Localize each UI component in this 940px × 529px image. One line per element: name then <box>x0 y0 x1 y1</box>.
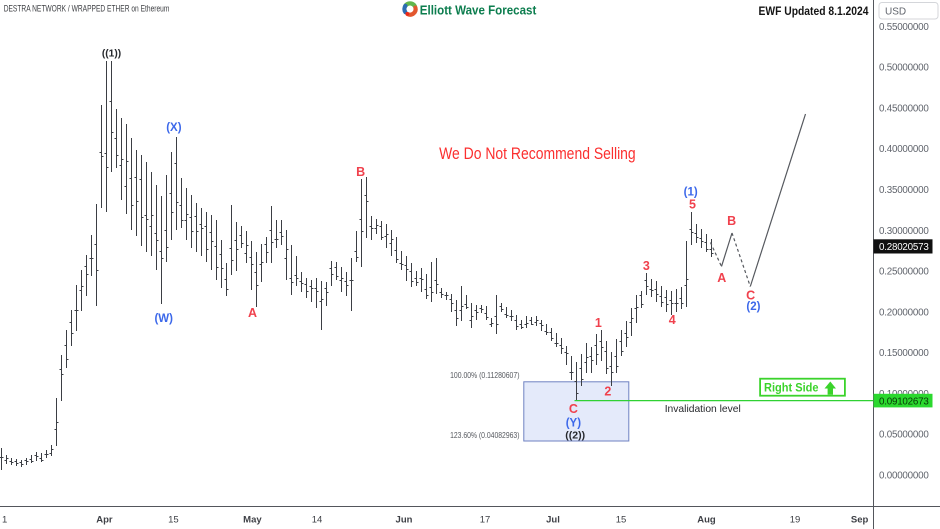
svg-text:B: B <box>727 214 736 228</box>
svg-text:0.30000000: 0.30000000 <box>879 226 929 237</box>
svg-text:(Y): (Y) <box>566 418 582 430</box>
svg-text:1: 1 <box>2 515 7 526</box>
svg-text:Elliott Wave Forecast: Elliott Wave Forecast <box>420 3 537 18</box>
svg-text:0.35000000: 0.35000000 <box>879 185 929 196</box>
svg-text:((2)): ((2)) <box>565 430 585 442</box>
svg-text:0.00000000: 0.00000000 <box>879 470 929 481</box>
svg-text:3: 3 <box>643 259 650 273</box>
svg-text:0.45000000: 0.45000000 <box>879 103 929 114</box>
svg-text:A: A <box>717 271 726 285</box>
svg-text:15: 15 <box>616 515 627 526</box>
svg-text:((1)): ((1)) <box>102 48 121 59</box>
svg-text:14: 14 <box>312 515 323 526</box>
svg-text:15: 15 <box>168 515 179 526</box>
svg-text:0.15000000: 0.15000000 <box>879 348 929 359</box>
svg-text:(W): (W) <box>154 313 173 325</box>
svg-text:C: C <box>746 289 755 303</box>
svg-text:123.60% (0.04082963): 123.60% (0.04082963) <box>450 430 520 440</box>
svg-text:May: May <box>243 515 262 526</box>
svg-text:Sep: Sep <box>851 515 869 526</box>
svg-text:4: 4 <box>669 313 676 327</box>
svg-text:Aug: Aug <box>697 515 716 526</box>
svg-text:17: 17 <box>480 515 491 526</box>
svg-text:0.25000000: 0.25000000 <box>879 267 929 278</box>
svg-text:Apr: Apr <box>96 515 113 526</box>
svg-text:100.00% (0.11280607): 100.00% (0.11280607) <box>450 370 520 380</box>
svg-text:DESTRA NETWORK / WRAPPED ETHER: DESTRA NETWORK / WRAPPED ETHER on Ethere… <box>4 3 170 13</box>
svg-text:0.05000000: 0.05000000 <box>879 430 929 441</box>
svg-text:5: 5 <box>689 198 696 212</box>
svg-text:EWF Updated 8.1.2024: EWF Updated 8.1.2024 <box>759 4 869 18</box>
svg-text:Right Side: Right Side <box>764 381 819 395</box>
svg-text:0.55000000: 0.55000000 <box>879 22 929 33</box>
svg-text:We Do Not Recommend Selling: We Do Not Recommend Selling <box>439 145 636 163</box>
svg-text:Jul: Jul <box>546 515 560 526</box>
svg-text:(1): (1) <box>684 186 698 198</box>
svg-text:1: 1 <box>595 316 602 330</box>
svg-text:2: 2 <box>604 384 611 398</box>
svg-text:0.40000000: 0.40000000 <box>879 144 929 155</box>
svg-text:(2): (2) <box>746 301 760 313</box>
svg-text:Invalidation level: Invalidation level <box>665 404 741 415</box>
svg-text:0.28020573: 0.28020573 <box>879 242 929 253</box>
svg-text:0.20000000: 0.20000000 <box>879 307 929 318</box>
svg-text:0.09102673: 0.09102673 <box>879 396 929 407</box>
svg-text:(X): (X) <box>166 122 182 134</box>
svg-text:A: A <box>248 306 257 320</box>
svg-text:Jun: Jun <box>396 515 413 526</box>
svg-text:0.50000000: 0.50000000 <box>879 63 929 74</box>
svg-text:19: 19 <box>790 515 801 526</box>
svg-text:B: B <box>356 165 365 179</box>
svg-text:USD: USD <box>885 7 906 18</box>
svg-text:C: C <box>569 402 578 416</box>
